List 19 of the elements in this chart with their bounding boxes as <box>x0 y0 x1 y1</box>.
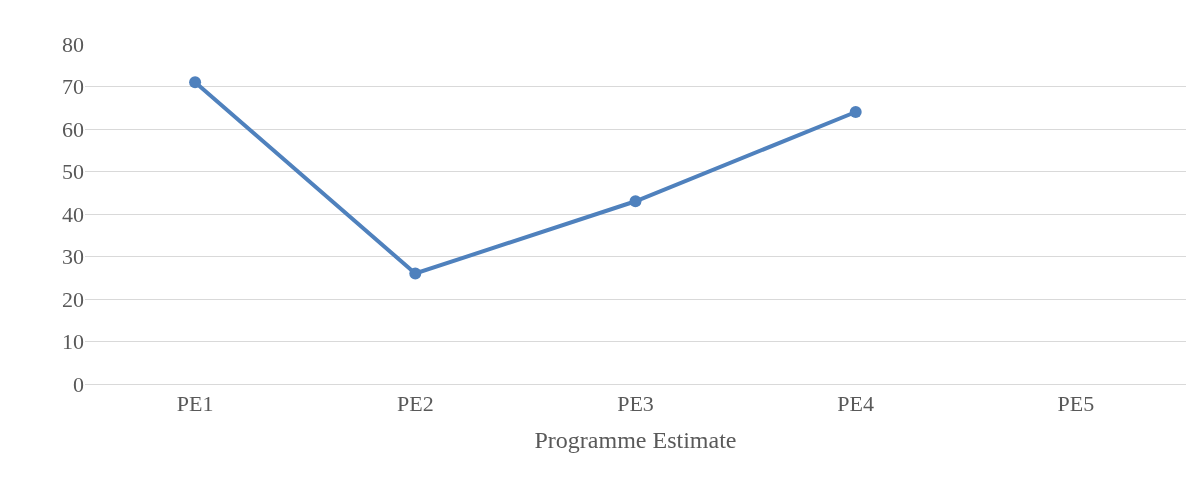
x-tick-label: PE4 <box>837 391 875 417</box>
y-tick-label: 20 <box>62 286 84 312</box>
y-tick-label: 50 <box>62 159 84 185</box>
x-tick-label: PE3 <box>617 391 654 417</box>
point <box>189 76 202 89</box>
x-tick-label: PE5 <box>1057 391 1095 417</box>
y-tick-label: 40 <box>62 201 84 227</box>
x-tick-label: PE2 <box>396 391 434 417</box>
y-tick-label: 30 <box>62 244 84 270</box>
y-tick-label: 80 <box>62 31 84 57</box>
y-tick-label: 10 <box>62 329 84 355</box>
y-tick-label: 70 <box>62 74 84 100</box>
y-tick-label: 0 <box>73 371 84 397</box>
point <box>849 106 862 118</box>
y-tick-label: 60 <box>62 116 84 142</box>
x-tick-label: PE1 <box>176 391 214 417</box>
x-axis-title: Programme Estimate <box>534 426 737 453</box>
point <box>409 267 422 280</box>
point <box>629 195 642 208</box>
